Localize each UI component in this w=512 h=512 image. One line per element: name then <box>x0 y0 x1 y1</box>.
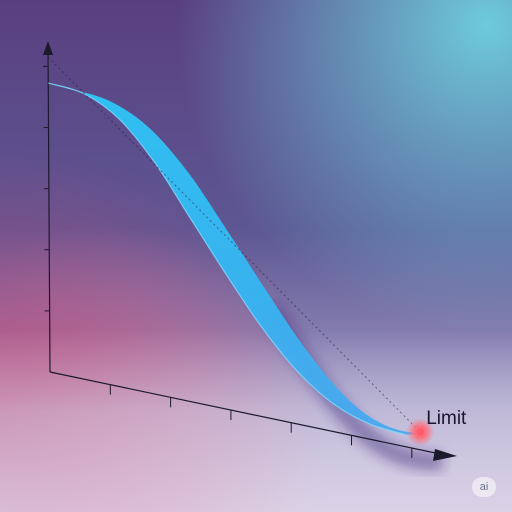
curve-ribbon-body <box>48 83 426 435</box>
limit-dashed-line <box>47 56 421 433</box>
data-point <box>118 118 120 120</box>
ai-badge: ai <box>472 477 496 497</box>
limit-point <box>416 428 425 437</box>
data-point <box>262 327 264 329</box>
data-point <box>226 274 228 276</box>
y-axis-arrow <box>43 41 53 55</box>
data-point <box>297 371 299 373</box>
y-axis-line <box>47 44 51 373</box>
x-axis-line <box>49 371 446 456</box>
data-point <box>404 433 406 435</box>
data-point <box>369 423 371 425</box>
limit-marker: Limit <box>406 408 467 447</box>
limit-label: Limit <box>426 408 467 429</box>
axes <box>43 41 457 461</box>
data-point <box>333 403 335 405</box>
data-point <box>190 218 192 220</box>
curve-ribbon <box>47 82 426 436</box>
data-point <box>47 82 49 84</box>
x-axis-arrow <box>433 449 457 461</box>
series-line <box>48 82 406 436</box>
limit-guide <box>47 56 421 433</box>
